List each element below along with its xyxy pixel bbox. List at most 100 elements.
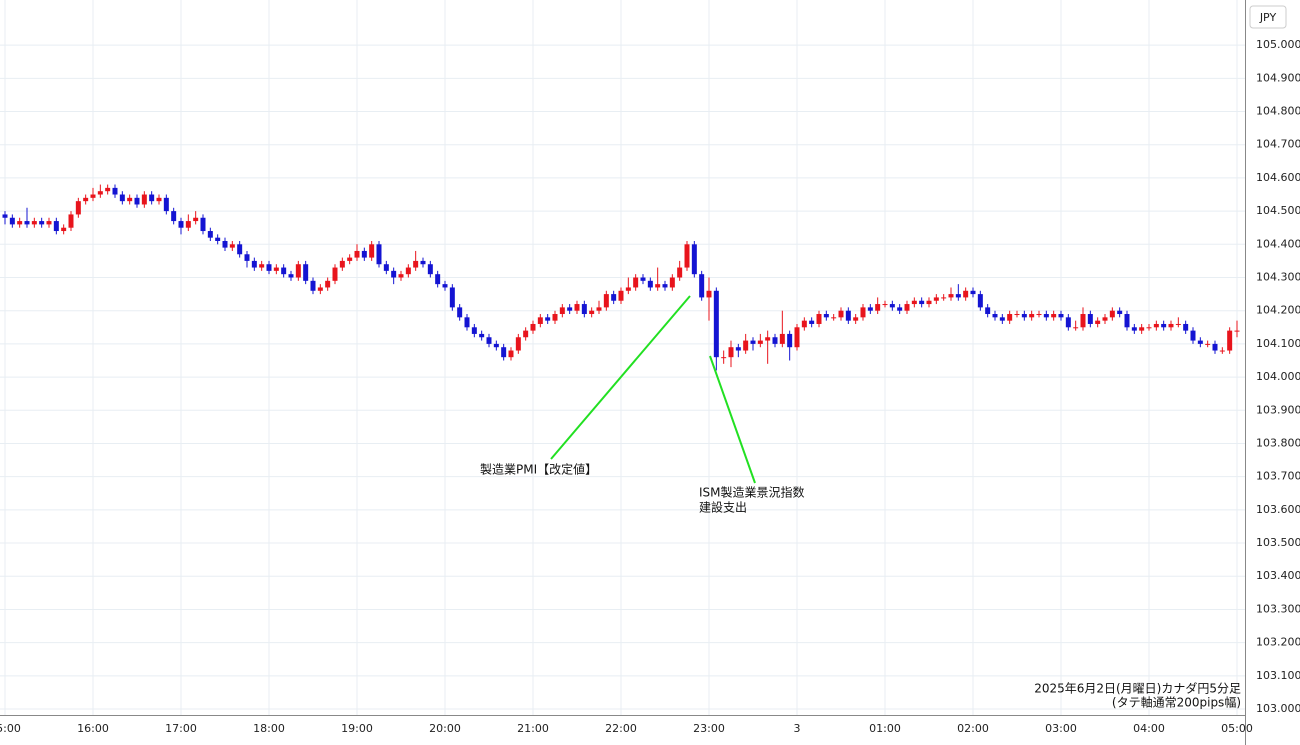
y-tick-label: 105.000 (1256, 38, 1300, 51)
candle-body (1197, 340, 1203, 344)
candle-body (721, 357, 727, 359)
candle-body (1161, 323, 1167, 328)
candle-body (875, 304, 881, 311)
candle-body (24, 221, 30, 225)
candle-body (963, 290, 969, 298)
candle-body (684, 244, 690, 268)
candle-body (882, 304, 888, 306)
candle-body (244, 254, 250, 261)
candle-body (288, 274, 294, 278)
candle-body (501, 347, 507, 358)
candle-body (17, 221, 23, 225)
candle-body (376, 244, 382, 265)
candle-body (581, 304, 587, 315)
candle-body (625, 287, 631, 291)
y-tick-label: 104.900 (1256, 71, 1300, 84)
candle-body (156, 197, 162, 202)
x-tick-label: 22:00 (605, 722, 637, 735)
candle-body (332, 267, 338, 281)
candle-body (941, 297, 947, 299)
candle-body (193, 217, 199, 222)
annotation: 建設支出 (699, 500, 747, 515)
x-tick-label: 03:00 (1045, 722, 1077, 735)
candle-body (1219, 350, 1225, 352)
candle-body (457, 307, 463, 318)
candle-body (904, 304, 910, 311)
candle-body (757, 340, 763, 344)
candle-body (647, 280, 653, 288)
candle-body (1014, 314, 1020, 316)
candle-body (992, 314, 998, 318)
y-tick-label: 103.300 (1256, 602, 1300, 615)
candle-body (794, 327, 800, 348)
candle-body (1036, 314, 1042, 316)
x-tick-label: 18:00 (253, 722, 285, 735)
candle-body (574, 304, 580, 311)
y-tick-label: 104.100 (1256, 337, 1300, 350)
currency: JPY (1259, 11, 1277, 24)
currency-badge (1249, 5, 1287, 29)
candle-body (1109, 310, 1115, 318)
candle-body (105, 187, 111, 192)
candle-body (1102, 317, 1108, 321)
candle-body (464, 317, 470, 328)
candle-body (1029, 314, 1035, 318)
x-tick-label: 04:00 (1133, 722, 1165, 735)
candle-body (273, 267, 279, 271)
candle-body (999, 317, 1005, 321)
candle-body (2, 214, 8, 218)
candle-body (119, 194, 125, 202)
candle-body (801, 320, 807, 328)
candle-body (1183, 323, 1189, 331)
candle-body (229, 244, 235, 248)
candle-body (779, 333, 785, 344)
candle-body (567, 307, 573, 311)
candle-body (171, 211, 177, 222)
candle-body (677, 267, 683, 278)
x-tick-label: 15:00 (0, 722, 21, 735)
candle-body (955, 294, 961, 298)
candle-body (765, 337, 771, 341)
candle-body (68, 214, 74, 228)
x-tick-label: 02:00 (957, 722, 989, 735)
candle-body (317, 287, 323, 291)
candle-body (435, 274, 441, 285)
candle-body (53, 221, 59, 232)
candle-body (640, 277, 646, 281)
y-tick-label: 104.000 (1256, 370, 1300, 383)
candle-body (831, 317, 837, 319)
candle-body (479, 333, 485, 338)
candle-body (354, 250, 360, 258)
candle-body (743, 340, 749, 351)
candle-body (9, 217, 15, 225)
candle-body (383, 264, 389, 271)
candle-body (46, 221, 52, 225)
x-tick-label: 20:00 (429, 722, 461, 735)
candle-body (1087, 314, 1093, 324)
candle-body (1021, 314, 1027, 318)
candle-body (867, 307, 873, 311)
annotation-leader (709, 355, 756, 484)
y-tick-label: 104.300 (1256, 271, 1300, 284)
candle-body (897, 307, 903, 311)
y-tick-label: 104.700 (1256, 138, 1300, 151)
candle-body (933, 297, 939, 301)
candle-body (1168, 323, 1174, 328)
x-tick-label: 21:00 (517, 722, 549, 735)
candle-body (237, 244, 243, 255)
candle-body (185, 221, 191, 228)
y-tick-label: 103.800 (1256, 436, 1300, 449)
y-tick-label: 104.800 (1256, 105, 1300, 118)
candle-body (222, 240, 228, 248)
candle-body (266, 264, 272, 271)
x-tick-label: 01:00 (869, 722, 901, 735)
candle-body (391, 270, 397, 278)
candle-body (420, 260, 426, 265)
candle-body (706, 290, 712, 298)
candle-body (1190, 330, 1196, 341)
candle-body (970, 290, 976, 295)
candle-body (1073, 327, 1079, 329)
y-tick-label: 103.700 (1256, 470, 1300, 483)
y-tick-label: 104.200 (1256, 304, 1300, 317)
